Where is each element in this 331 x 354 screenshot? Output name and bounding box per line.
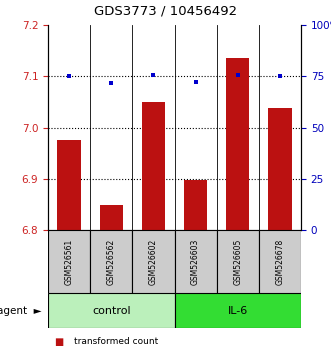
Bar <box>48 293 174 328</box>
Text: agent  ►: agent ► <box>0 306 41 315</box>
Bar <box>259 230 301 293</box>
Text: ■: ■ <box>55 337 64 347</box>
Bar <box>48 230 90 293</box>
Point <box>235 73 240 78</box>
Bar <box>142 102 165 230</box>
Bar <box>132 230 174 293</box>
Point <box>67 73 72 79</box>
Bar <box>58 140 81 230</box>
Bar <box>226 58 249 230</box>
Text: GSM526602: GSM526602 <box>149 238 158 285</box>
Text: control: control <box>92 306 130 315</box>
Text: GDS3773 / 10456492: GDS3773 / 10456492 <box>94 5 237 18</box>
Text: IL-6: IL-6 <box>228 306 248 315</box>
Text: transformed count: transformed count <box>74 337 159 346</box>
Bar <box>174 293 301 328</box>
Point <box>277 73 283 79</box>
Bar <box>174 230 217 293</box>
Bar <box>268 108 292 230</box>
Point <box>151 73 156 78</box>
Bar <box>100 205 123 230</box>
Bar <box>217 230 259 293</box>
Text: GSM526562: GSM526562 <box>107 238 116 285</box>
Bar <box>184 180 207 230</box>
Text: GSM526603: GSM526603 <box>191 238 200 285</box>
Text: GSM526561: GSM526561 <box>65 238 73 285</box>
Bar <box>90 230 132 293</box>
Text: GSM526678: GSM526678 <box>275 238 284 285</box>
Point <box>109 81 114 86</box>
Text: GSM526605: GSM526605 <box>233 238 242 285</box>
Point <box>193 80 198 85</box>
